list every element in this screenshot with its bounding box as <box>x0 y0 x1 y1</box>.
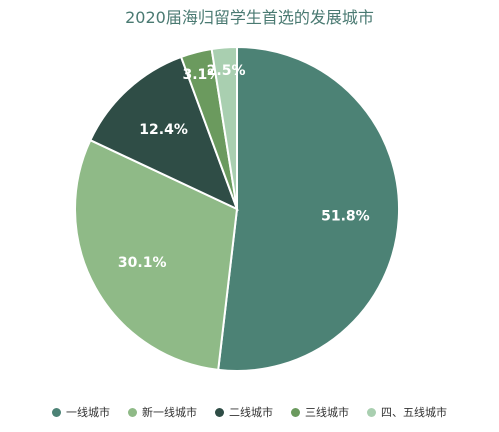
chart-title: 2020届海归留学生首选的发展城市 <box>125 8 374 27</box>
legend-item-3: 二线城市 <box>215 404 273 420</box>
legend-swatch <box>215 407 224 417</box>
slice-label-1: 51.8% <box>321 208 370 224</box>
legend-label: 新一线城市 <box>142 406 197 419</box>
slice-label-3: 12.4% <box>139 122 188 138</box>
legend-item-1: 一线城市 <box>52 404 110 420</box>
pie-slice-3 <box>89 55 239 211</box>
slice-label-4: 3.1% <box>182 67 221 83</box>
legend-label: 四、五线城市 <box>381 406 447 419</box>
legend-swatch <box>52 407 61 417</box>
legend-item-5: 四、五线城市 <box>367 404 447 420</box>
legend-swatch <box>128 407 137 417</box>
legend-label: 二线城市 <box>229 406 273 419</box>
legend: 一线城市 新一线城市 二线城市 三线城市 四、五线城市 <box>0 404 499 420</box>
pie-slice-1 <box>217 45 401 372</box>
legend-label: 一线城市 <box>66 406 110 419</box>
legend-label: 三线城市 <box>305 406 349 419</box>
legend-swatch <box>291 407 300 417</box>
legend-item-4: 三线城市 <box>291 404 349 420</box>
pie-slice-5 <box>210 45 238 210</box>
pie-chart: 51.8% 30.1% 12.4% 3.1%2.5% <box>74 45 401 372</box>
pie-slice-2 <box>74 138 239 372</box>
slice-label-2: 30.1% <box>118 255 167 271</box>
slice-label-5: 2.5% <box>207 63 246 79</box>
legend-swatch <box>367 407 376 417</box>
legend-item-2: 新一线城市 <box>128 404 197 420</box>
